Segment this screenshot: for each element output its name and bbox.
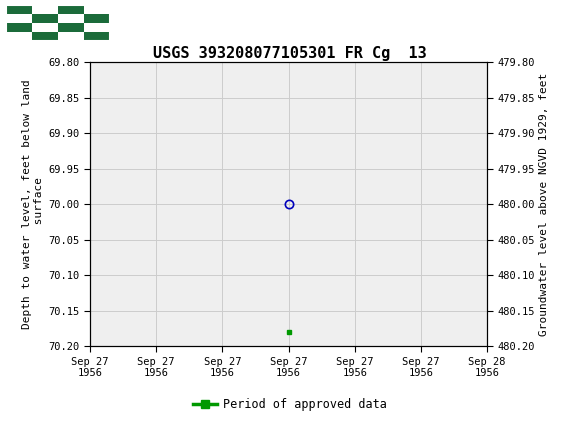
- Y-axis label: Depth to water level, feet below land
 surface: Depth to water level, feet below land su…: [23, 80, 44, 329]
- Bar: [32, 22, 58, 31]
- Bar: [58, 32, 84, 41]
- Text: USGS 393208077105301 FR Cg  13: USGS 393208077105301 FR Cg 13: [153, 46, 427, 61]
- Bar: [58, 14, 84, 22]
- Bar: [6, 4, 110, 41]
- Bar: [32, 5, 58, 14]
- Legend: Period of approved data: Period of approved data: [188, 393, 392, 415]
- Bar: [6, 14, 32, 22]
- Bar: [84, 22, 110, 31]
- Y-axis label: Groundwater level above NGVD 1929, feet: Groundwater level above NGVD 1929, feet: [539, 73, 549, 336]
- Bar: [6, 32, 32, 41]
- Text: USGS: USGS: [122, 14, 177, 31]
- Bar: [84, 5, 110, 14]
